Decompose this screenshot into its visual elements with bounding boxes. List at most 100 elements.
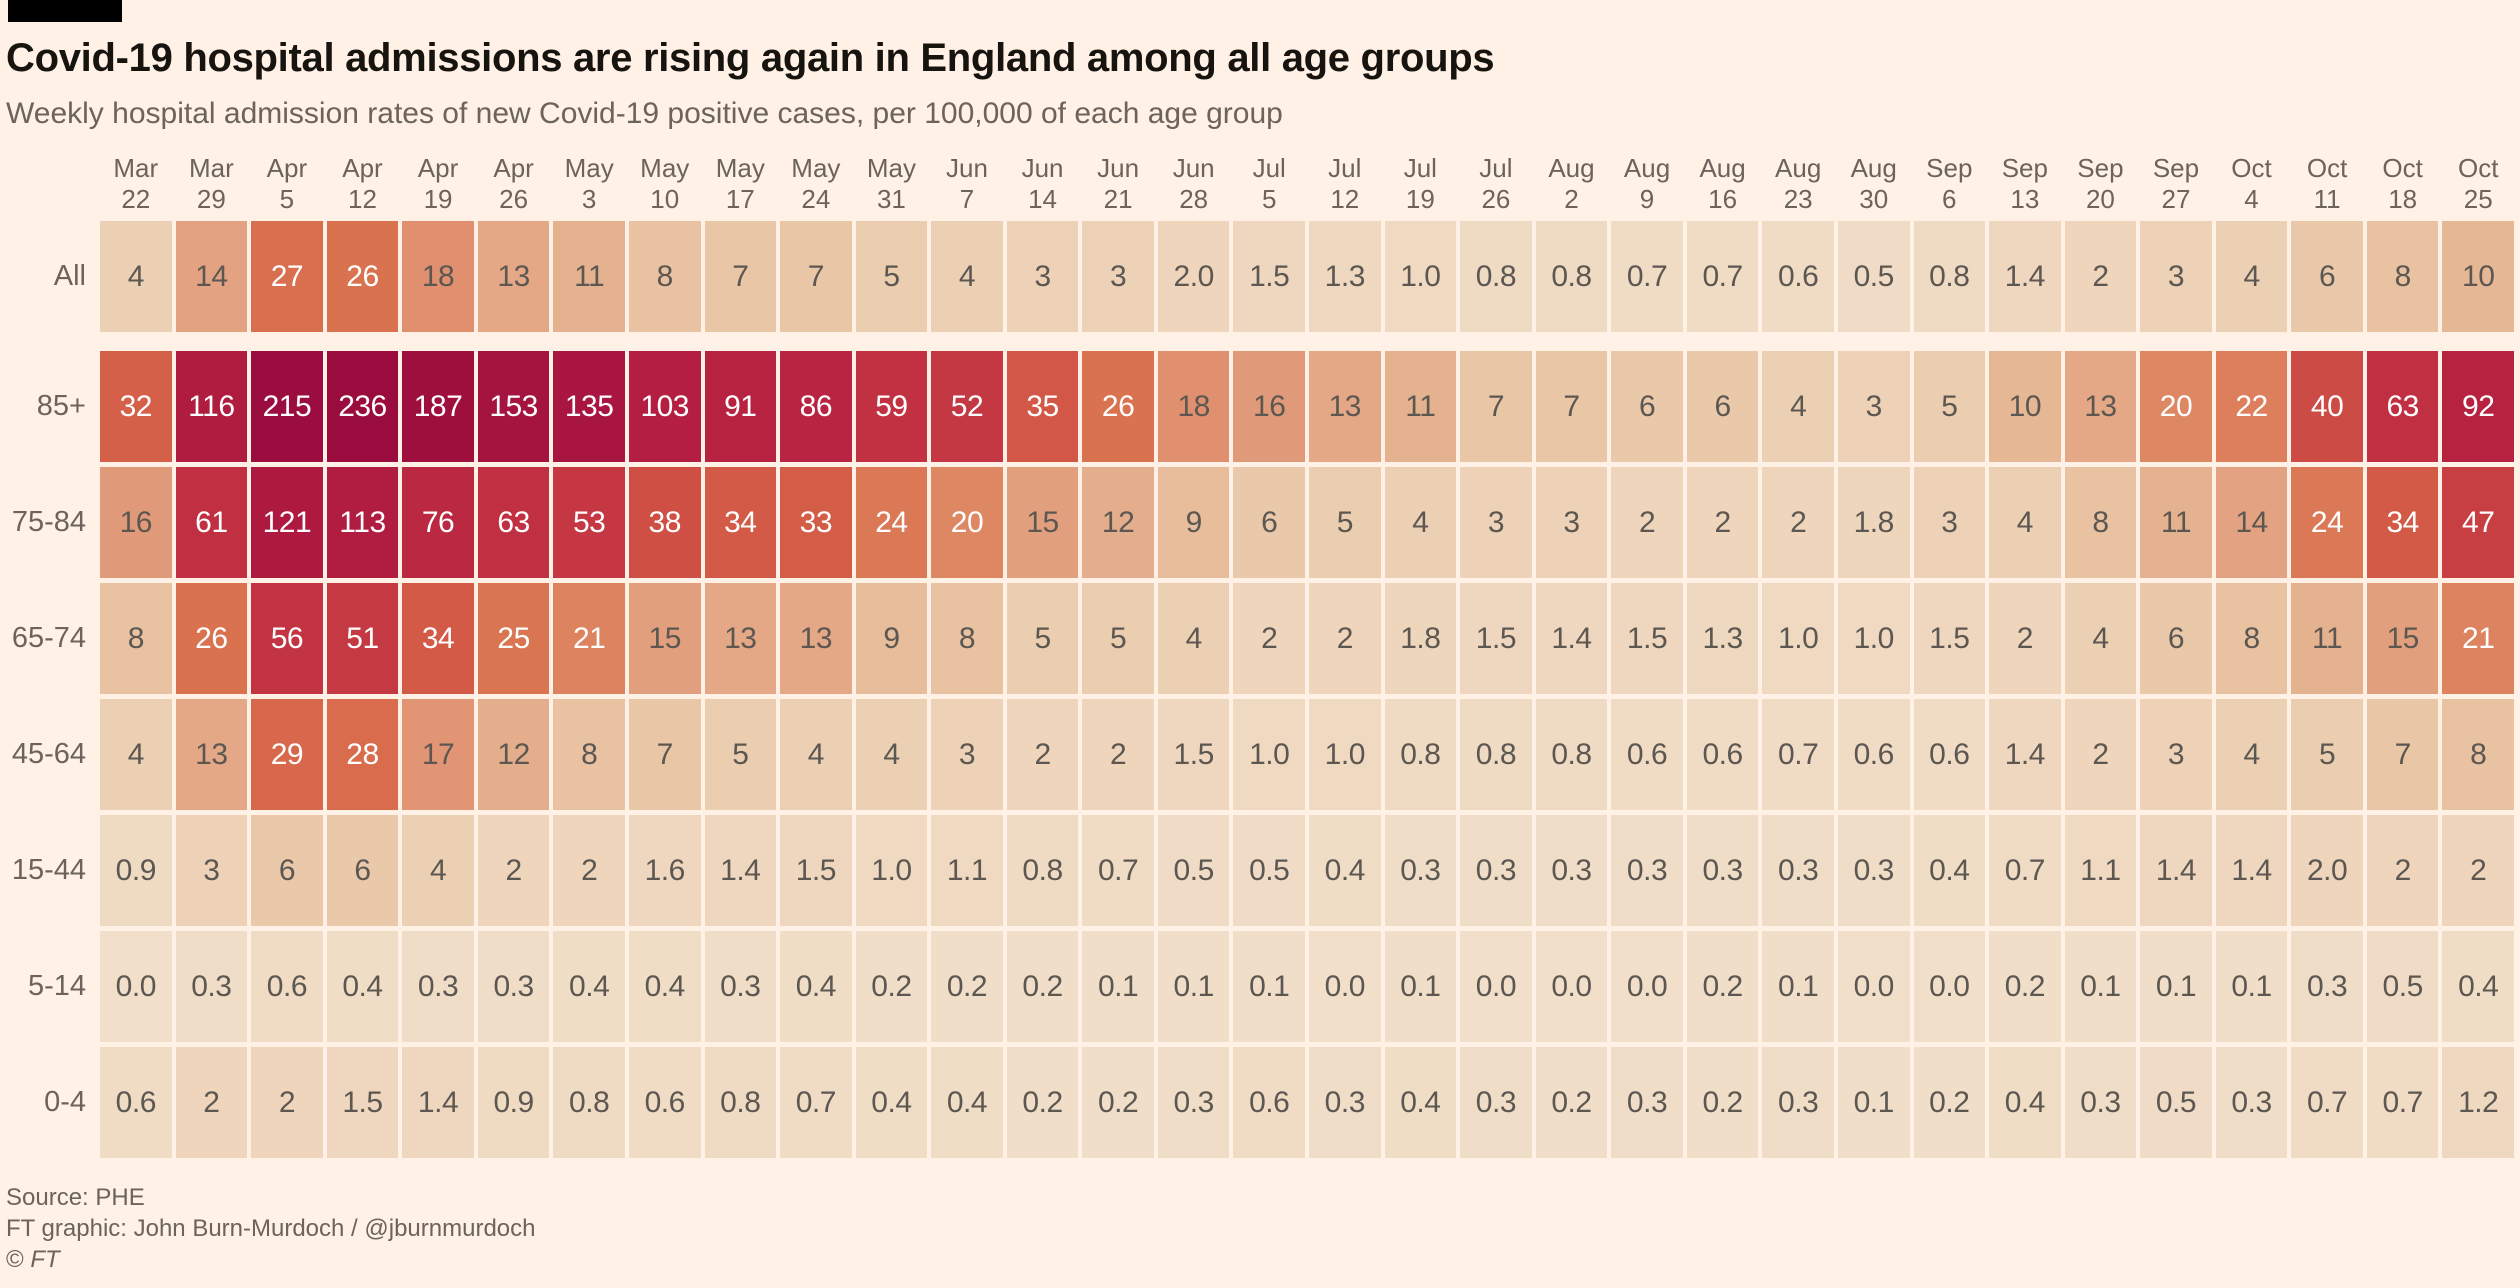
heatmap-cell: 0.3 xyxy=(402,931,474,1042)
heatmap-cell: 0.1 xyxy=(1837,1047,1910,1158)
heatmap-row: 15-44 0.9 3 6 6 4 2 2 1.6 1.4 1.5 1.0 1.1 0.8 0.7 0.5 0.… xyxy=(6,815,2514,926)
heatmap-cell: 0.2 xyxy=(1006,1047,1079,1158)
heatmap-cell: 187 xyxy=(402,351,474,462)
heatmap-cell: 0.1 xyxy=(1384,931,1457,1042)
heatmap-cell: 7 xyxy=(1460,351,1532,462)
heatmap-cell: 1.1 xyxy=(931,815,1003,926)
heatmap-cell: 4 xyxy=(2064,583,2137,694)
heatmap-row: 45-64 4 13 29 28 17 12 8 7 5 4 4 3 2 2 1.5 1.0 1.0 0.8 0.8 0… xyxy=(6,699,2514,810)
ft-brand: FT xyxy=(30,1246,60,1273)
heatmap-cell: 0.4 xyxy=(855,1047,928,1158)
heatmap-cell: 34 xyxy=(402,583,474,694)
heatmap-cell: 0.8 xyxy=(1460,221,1532,332)
heatmap-cell: 6 xyxy=(2140,583,2212,694)
heatmap-cell: 25 xyxy=(477,583,550,694)
heatmap-cell: 53 xyxy=(553,467,625,578)
heatmap-cell: 0.2 xyxy=(1006,931,1079,1042)
date-day: 22 xyxy=(121,184,151,214)
heatmap-cell: 2 xyxy=(2442,815,2514,926)
heatmap-cell: 0.7 xyxy=(2291,1047,2363,1158)
heatmap-cell: 11 xyxy=(553,221,625,332)
column-header: Sep 20 xyxy=(2065,143,2137,215)
heatmap-cell: 4 xyxy=(855,699,928,810)
heatmap-cell: 116 xyxy=(175,351,248,462)
heatmap-cell: 0.3 xyxy=(1686,815,1759,926)
heatmap-cell: 5 xyxy=(1082,583,1154,694)
heatmap-cell: 7 xyxy=(704,221,777,332)
heatmap-cell: 2 xyxy=(175,1047,248,1158)
heatmap-cell: 0.0 xyxy=(1611,931,1683,1042)
date-day: 29 xyxy=(196,184,226,214)
date-day: 19 xyxy=(423,184,453,214)
heatmap-cell: 10 xyxy=(2442,221,2514,332)
heatmap-cell: 0.2 xyxy=(1535,1047,1608,1158)
row-label: 45-64 xyxy=(11,738,86,770)
column-header: Aug 9 xyxy=(1611,143,1683,215)
heatmap-row: 0-4 0.6 2 2 1.5 1.4 0.9 0.8 0.6 0.8 0.7 0.4 0.4 0.2 0.… xyxy=(6,1047,2514,1158)
heatmap-cell: 0.3 xyxy=(1157,1047,1230,1158)
date-month: Sep xyxy=(2001,153,2048,183)
column-header: Mar 29 xyxy=(176,143,248,215)
heatmap-cell: 0.3 xyxy=(1384,815,1457,926)
heatmap-cell: 15 xyxy=(628,583,701,694)
date-month: Aug xyxy=(1699,153,1746,183)
heatmap-cell: 1.6 xyxy=(628,815,701,926)
heatmap-cell: 63 xyxy=(477,467,550,578)
heatmap-cell: 0.2 xyxy=(1686,1047,1759,1158)
heatmap-cell: 2 xyxy=(1989,583,2061,694)
heatmap-cell: 1.0 xyxy=(1762,583,1834,694)
heatmap-cell: 1.4 xyxy=(704,815,777,926)
heatmap-cell: 0.0 xyxy=(1913,931,1986,1042)
heatmap-cell: 26 xyxy=(326,221,399,332)
heatmap-cell: 12 xyxy=(477,699,550,810)
heatmap-cell: 5 xyxy=(1309,467,1381,578)
heatmap-cell: 0.4 xyxy=(2442,931,2514,1042)
date-day: 17 xyxy=(725,184,755,214)
heatmap-cell: 6 xyxy=(2291,221,2363,332)
heatmap-cell: 0.0 xyxy=(1535,931,1608,1042)
copyright-note: © FT xyxy=(6,1244,2514,1275)
heatmap-cell: 1.4 xyxy=(1989,221,2061,332)
heatmap-cell: 1.5 xyxy=(326,1047,399,1158)
heatmap-cell: 28 xyxy=(326,699,399,810)
heatmap-cell: 0.1 xyxy=(1762,931,1834,1042)
heatmap-cell: 0.6 xyxy=(1762,221,1834,332)
date-month: Oct xyxy=(2306,153,2348,183)
heatmap-cell: 27 xyxy=(251,221,323,332)
heatmap-cell: 1.4 xyxy=(1989,699,2061,810)
heatmap-cell: 33 xyxy=(780,467,852,578)
heatmap-cell: 103 xyxy=(628,351,701,462)
date-day: 10 xyxy=(650,184,680,214)
column-header: Aug 2 xyxy=(1536,143,1608,215)
heatmap-cell: 1.4 xyxy=(1535,583,1608,694)
heatmap-cell: 8 xyxy=(2442,699,2514,810)
chart-subtitle: Weekly hospital admission rates of new C… xyxy=(6,97,1283,130)
heatmap-cell: 3 xyxy=(1535,467,1608,578)
date-day: 20 xyxy=(2085,184,2115,214)
column-header: Mar 22 xyxy=(100,143,172,215)
date-month: Sep xyxy=(1926,153,1973,183)
heatmap-cell: 1.4 xyxy=(2215,815,2288,926)
date-day: 24 xyxy=(801,184,831,214)
heatmap-row: All 4 14 27 26 18 13 11 8 7 7 5 4 3 3 2.0 1.5 1.3 1.0 0.8 0.… xyxy=(6,221,2514,332)
date-day: 23 xyxy=(1783,184,1813,214)
heatmap-cell: 0.2 xyxy=(1913,1047,1986,1158)
heatmap-cell: 0.9 xyxy=(477,1047,550,1158)
date-month: Jul xyxy=(1403,153,1437,183)
heatmap-cell: 4 xyxy=(780,699,852,810)
date-day: 18 xyxy=(2388,184,2418,214)
heatmap-cell: 4 xyxy=(100,699,172,810)
heatmap-cell: 21 xyxy=(553,583,625,694)
heatmap-cell: 2 xyxy=(1006,699,1079,810)
heatmap-cell: 52 xyxy=(931,351,1003,462)
date-month: Oct xyxy=(2231,153,2272,183)
date-month: Apr xyxy=(266,153,308,183)
heatmap-cell: 34 xyxy=(704,467,777,578)
heatmap-cell: 8 xyxy=(2366,221,2439,332)
heatmap-cell: 2 xyxy=(1309,583,1381,694)
row-label: 65-74 xyxy=(11,622,86,654)
heatmap-cell: 3 xyxy=(1082,221,1154,332)
date-month: May xyxy=(866,153,916,183)
heatmap-cell: 0.8 xyxy=(1384,699,1457,810)
heatmap-cell: 0.5 xyxy=(1837,221,1910,332)
